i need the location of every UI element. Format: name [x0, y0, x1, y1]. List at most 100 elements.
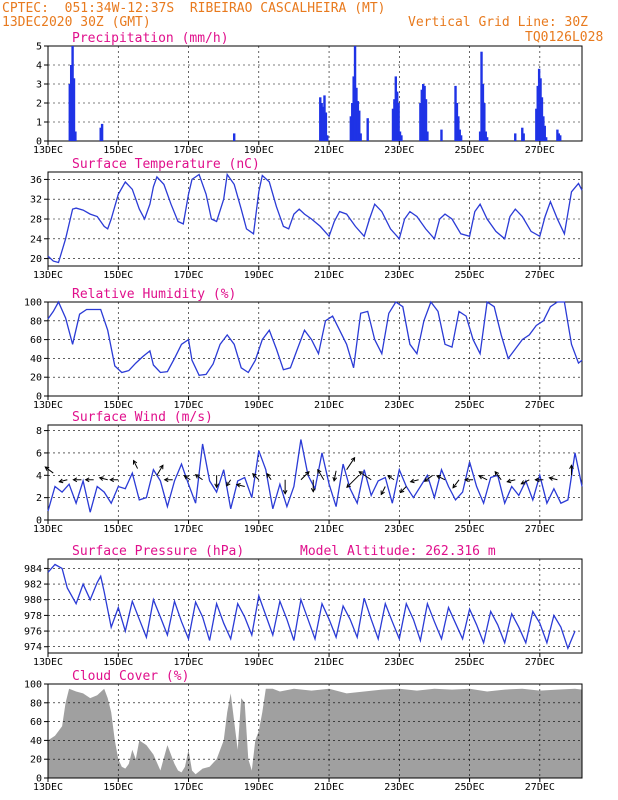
precip-bar [485, 137, 489, 141]
wind-vector-shaft [300, 471, 310, 481]
x-tick-label: 21DEC [314, 657, 344, 668]
x-tick-label: 17DEC [173, 400, 203, 411]
y-tick-label: 20 [30, 373, 42, 384]
precip-bar [391, 108, 395, 141]
panel-title: Relative Humidity (%) [72, 287, 236, 302]
precip-bar [426, 131, 429, 141]
wind-vector-shaft [424, 474, 433, 482]
wind-vector [436, 475, 446, 481]
wind-vector [569, 464, 574, 476]
wind-vector-head [84, 477, 90, 483]
y-tick-label: 2 [36, 493, 42, 504]
wind-vector-head [423, 477, 429, 482]
x-tick-label: 25DEC [455, 657, 485, 668]
y-tick-label: 5 [36, 42, 42, 53]
panel-title: Cloud Cover (%) [72, 669, 189, 684]
wind-vector-head [452, 483, 457, 489]
precip-bar [355, 87, 358, 141]
precip-bar [319, 97, 322, 141]
x-tick-label: 23DEC [384, 145, 414, 156]
wind-vector-shaft [317, 469, 325, 481]
panel-rh: 0 20 40 60 80 100 13DEC 15DEC 17DEC 19DEC 21DEC 23D… [24, 287, 583, 411]
wind-vector [423, 474, 433, 482]
x-tick-label: 19DEC [244, 145, 274, 156]
x-tick-label: 23DEC [384, 400, 414, 411]
x-tick-label: 21DEC [314, 782, 344, 793]
wind-vector-head [159, 464, 164, 470]
x-tick-label: 13DEC [33, 524, 63, 535]
precip-bar [559, 135, 562, 141]
precip-bar [481, 84, 485, 141]
wind-vector-head [163, 477, 169, 483]
wind-vector [282, 479, 288, 495]
wind-vector-head [569, 464, 574, 470]
panel-annotation: Model Altitude: 262.316 m [300, 544, 496, 559]
panel-title: Surface Pressure (hPa) [72, 544, 244, 559]
wind-vector-shaft [226, 479, 232, 487]
wind-vector [358, 471, 372, 481]
precip-bar [326, 135, 329, 141]
precip-bar [423, 85, 426, 141]
wind-vector-head [98, 476, 104, 481]
x-tick-label: 15DEC [103, 270, 133, 281]
wind-vector [109, 477, 119, 483]
wind-vector [346, 474, 360, 489]
wind-vector [317, 468, 325, 481]
wind-vector [346, 456, 356, 470]
wind-vector-shaft [399, 486, 407, 493]
precip-bar [353, 46, 357, 141]
y-tick-label: 4 [36, 61, 42, 72]
panel-frame [47, 683, 583, 779]
y-tick-label: 20 [30, 755, 42, 766]
x-tick-label: 19DEC [244, 524, 274, 535]
wind-vector-shaft [252, 473, 260, 481]
wind-vector-head [317, 468, 322, 474]
wind-vector-head [464, 477, 469, 483]
wind-vector-head [409, 478, 415, 484]
wind-vector-shaft [184, 475, 191, 481]
y-tick-label: 978 [24, 611, 42, 622]
precip-bar [419, 103, 422, 141]
wind-vector [266, 472, 272, 481]
precip-bar [69, 65, 73, 141]
wind-vector-shaft [99, 477, 108, 481]
precip-bar [72, 78, 76, 141]
y-tick-label: 32 [30, 195, 42, 206]
wind-vector-head [399, 488, 405, 494]
precip-bar [232, 133, 236, 141]
wind-vector [494, 470, 502, 481]
precip-bar [522, 133, 525, 141]
precip-bar [359, 133, 362, 141]
y-tick-label: 980 [24, 595, 42, 606]
precip-bar [539, 78, 542, 141]
wind-vector-head [380, 490, 385, 496]
y-tick-label: 974 [24, 642, 42, 653]
x-tick-label: 19DEC [244, 400, 274, 411]
wind-vector-head [235, 482, 241, 488]
precip-bar [366, 118, 369, 141]
header-code: TQ0126L028 [525, 30, 604, 45]
precip-bar [394, 76, 398, 141]
wind-vector-shaft [507, 479, 516, 483]
y-tick-label: 982 [24, 580, 42, 591]
panel-precip: 0 1 2 3 4 5 13DEC 15DEC 17DEC 19DEC 21DEC 23DEC 25DE… [33, 31, 583, 156]
precip-bar [454, 85, 457, 141]
panel-frame [47, 558, 583, 654]
precip-bar [484, 131, 487, 141]
x-tick-label: 23DEC [384, 270, 414, 281]
panel-frame [47, 424, 583, 521]
precip-bar [424, 99, 428, 141]
x-tick-label: 13DEC [33, 145, 63, 156]
y-tick-label: 60 [30, 335, 42, 346]
y-tick-label: 984 [24, 564, 42, 575]
wind-vector [478, 475, 488, 481]
precip-bar [478, 131, 482, 141]
x-tick-label: 27DEC [525, 782, 555, 793]
y-tick-label: 0 [36, 516, 42, 527]
wind-vector-shaft [452, 479, 460, 489]
wind-vector [226, 479, 232, 487]
wind-vector [332, 470, 338, 482]
x-tick-label: 13DEC [33, 782, 63, 793]
precip-bar [393, 99, 396, 141]
wind-vector [300, 471, 310, 481]
